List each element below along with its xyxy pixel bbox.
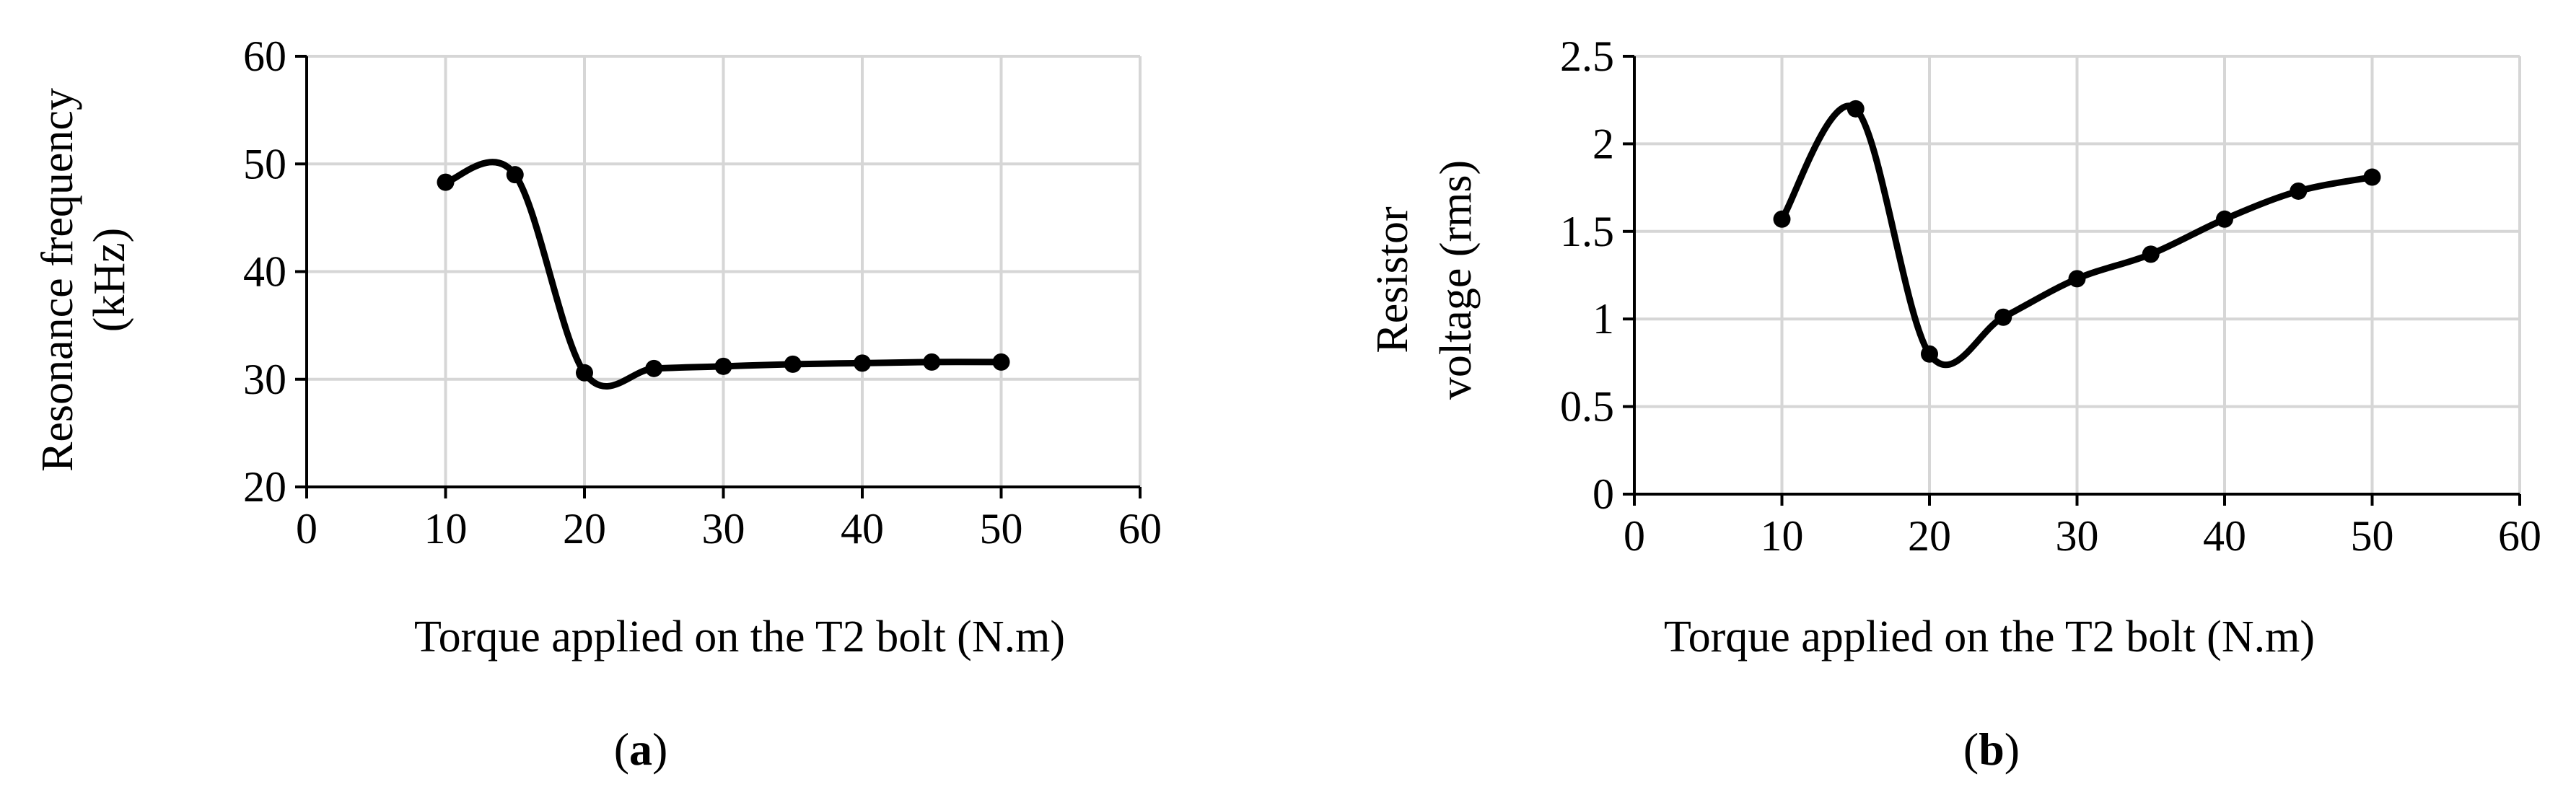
caption-b: (b) bbox=[1963, 724, 2020, 775]
data-point bbox=[2142, 245, 2160, 263]
x-tick-label: 10 bbox=[1761, 512, 1804, 560]
x-tick-label: 60 bbox=[1118, 505, 1162, 553]
x-tick-label: 40 bbox=[841, 505, 884, 553]
y-axis-label-b-line2: voltage (rms) bbox=[1432, 160, 1481, 400]
y-tick-label: 0 bbox=[1593, 470, 1614, 518]
y-tick-label: 1.5 bbox=[1560, 208, 1614, 255]
gridlines-a bbox=[307, 55, 1142, 487]
x-tick-label: 50 bbox=[980, 505, 1023, 553]
chart-panel-a: 0 10 20 30 40 50 60 20 30 40 50 60 Torque applied o… bbox=[33, 32, 1162, 661]
data-point bbox=[784, 355, 802, 373]
x-tick-label: 0 bbox=[296, 505, 317, 553]
data-point bbox=[1846, 100, 1865, 118]
y-tick-label: 1 bbox=[1593, 295, 1614, 343]
y-tick-label: 40 bbox=[243, 248, 286, 296]
data-point bbox=[1994, 308, 2012, 326]
data-point bbox=[992, 353, 1010, 371]
data-point bbox=[506, 166, 524, 184]
y-tick-label: 2.5 bbox=[1560, 32, 1614, 80]
x-tick-label: 20 bbox=[563, 505, 606, 553]
y-tick-label: 0.5 bbox=[1560, 383, 1614, 431]
data-point bbox=[2363, 168, 2381, 186]
x-axis-label-b: Torque applied on the T2 bolt (N.m) bbox=[1664, 612, 2315, 661]
x-tick-label: 30 bbox=[2056, 512, 2099, 560]
series-b bbox=[1773, 100, 2381, 369]
tick-labels-a: 0 10 20 30 40 50 60 20 30 40 50 60 bbox=[243, 32, 1162, 553]
x-tick-label: 30 bbox=[702, 505, 745, 553]
y-tick-label: 2 bbox=[1593, 120, 1614, 167]
data-point bbox=[2290, 182, 2308, 200]
y-tick-label: 20 bbox=[243, 463, 286, 511]
x-tick-label: 0 bbox=[1624, 512, 1645, 560]
series-line bbox=[442, 159, 1004, 390]
data-point bbox=[576, 364, 593, 382]
data-point bbox=[437, 173, 455, 191]
x-tick-label: 10 bbox=[424, 505, 468, 553]
y-axis-label-a-line1: Resonance frequency bbox=[33, 88, 82, 472]
series-a bbox=[437, 159, 1010, 390]
caption-a: (a) bbox=[614, 724, 668, 775]
data-point bbox=[923, 353, 941, 371]
y-axis-label-b-line1: Resistor bbox=[1368, 206, 1417, 353]
axes-b bbox=[1623, 55, 2521, 506]
x-tick-label: 60 bbox=[2498, 512, 2541, 560]
x-tick-label: 50 bbox=[2351, 512, 2394, 560]
gridlines-b bbox=[1634, 55, 2521, 494]
y-axis-label-a-line2: (kHz) bbox=[85, 228, 134, 333]
data-point bbox=[1921, 345, 1938, 363]
x-axis-label-a: Torque applied on the T2 bolt (N.m) bbox=[414, 612, 1065, 661]
data-point bbox=[1773, 210, 1791, 228]
data-point bbox=[645, 359, 663, 377]
axes-a bbox=[295, 55, 1142, 498]
y-tick-label: 50 bbox=[243, 140, 286, 188]
x-tick-label: 40 bbox=[2203, 512, 2246, 560]
y-tick-label: 30 bbox=[243, 356, 286, 403]
tick-labels-b: 0 10 20 30 40 50 60 0 0.5 1 1.5 2 2.5 bbox=[1560, 32, 2541, 560]
data-point bbox=[714, 357, 732, 375]
data-point bbox=[854, 354, 871, 372]
y-tick-label: 60 bbox=[243, 32, 286, 80]
x-tick-label: 20 bbox=[1908, 512, 1951, 560]
chart-panel-b: 0 10 20 30 40 50 60 0 0.5 1 1.5 2 2.5 Torque applied… bbox=[1368, 32, 2541, 661]
data-point bbox=[2068, 270, 2086, 288]
data-point bbox=[2216, 210, 2233, 228]
